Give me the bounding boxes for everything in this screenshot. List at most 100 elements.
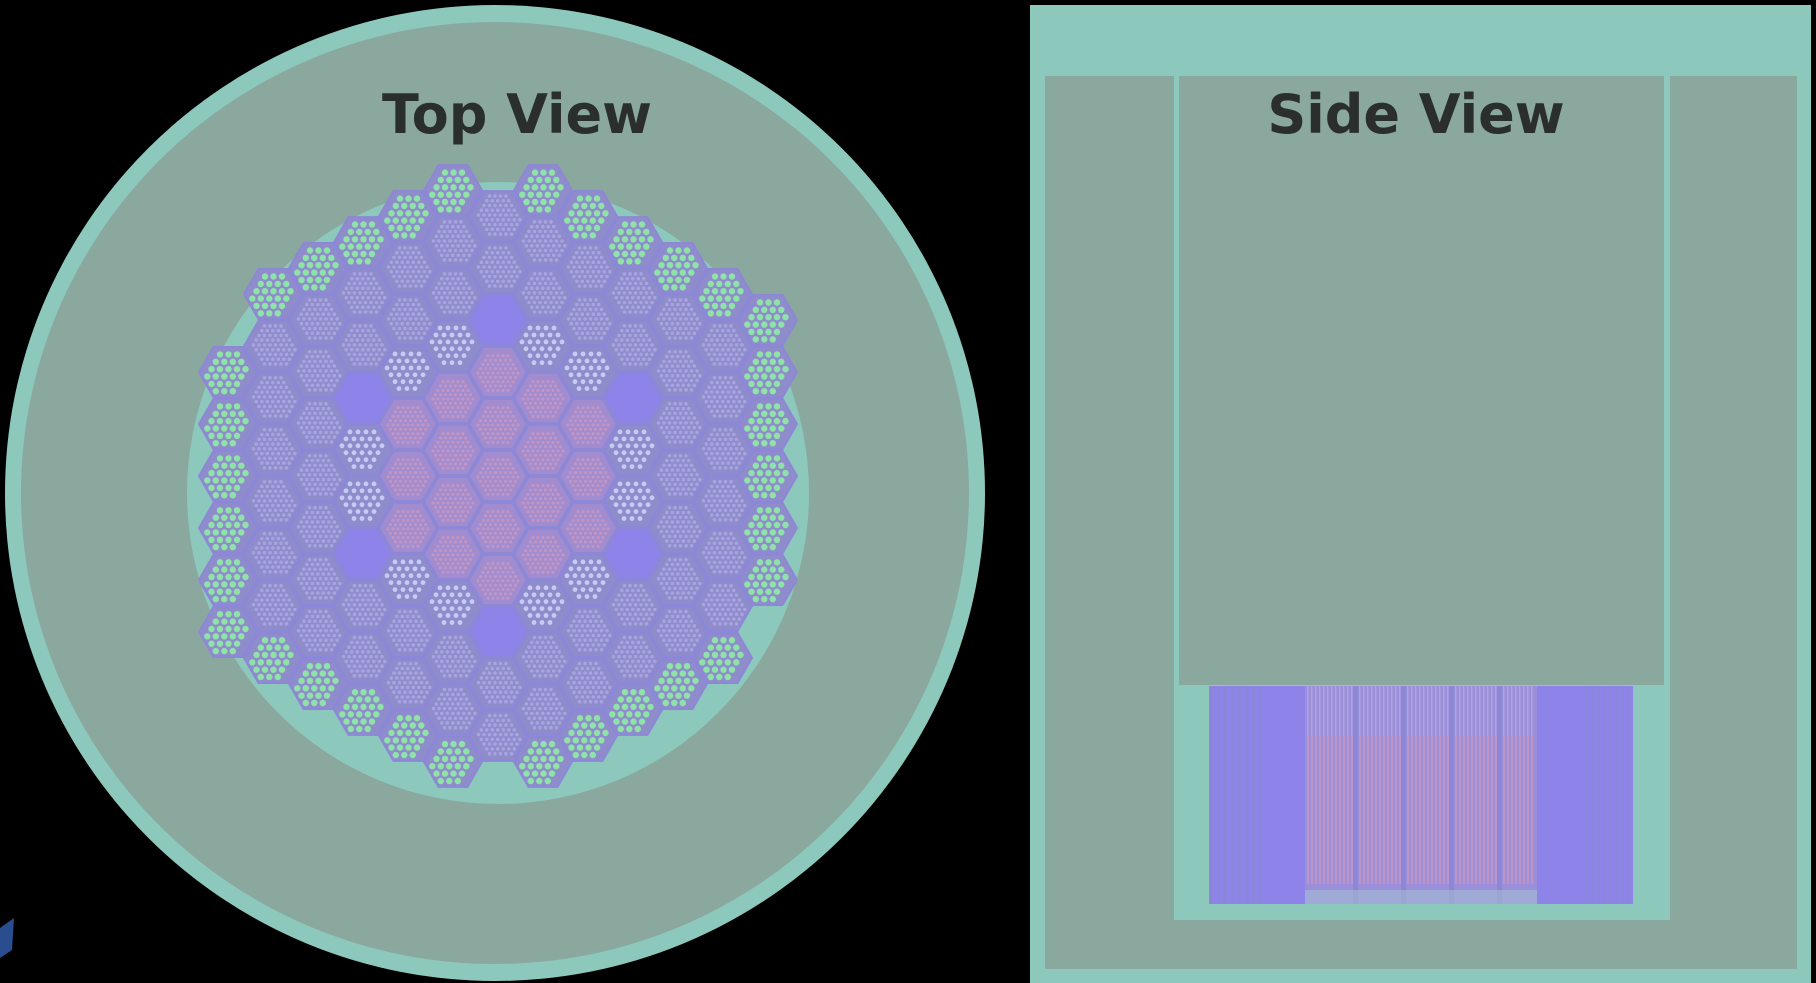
assembly <box>512 735 574 788</box>
assembly <box>422 320 484 373</box>
assembly <box>332 423 394 477</box>
side-stripe <box>1603 686 1606 904</box>
side-fuel-pin-top <box>1443 686 1445 736</box>
assembly <box>602 423 664 477</box>
assembly <box>332 320 394 373</box>
assembly <box>602 216 664 269</box>
side-fuel-pin-top <box>1379 686 1381 736</box>
side-fuel-pin <box>1503 736 1505 884</box>
side-fuel-pin-top <box>1463 686 1465 736</box>
side-fuel-pin <box>1447 736 1449 884</box>
side-fuel-pin <box>1423 736 1425 884</box>
side-view-panel <box>1030 5 1811 983</box>
assembly <box>737 553 799 606</box>
side-fuel-pin <box>1339 736 1341 884</box>
assembly <box>287 501 349 555</box>
side-fuel-pin <box>1343 736 1345 884</box>
assembly <box>647 294 709 347</box>
assembly <box>512 320 574 373</box>
side-fuel-pin-top <box>1455 686 1457 736</box>
side-fuel-pin <box>1515 736 1517 884</box>
assembly <box>557 553 619 606</box>
side-fuel-pin-top <box>1327 686 1329 736</box>
side-fuel-pin-top <box>1383 686 1385 736</box>
side-stripe <box>1238 686 1241 904</box>
side-fuel-pin-top <box>1307 686 1309 736</box>
side-fuel-pin <box>1415 736 1417 884</box>
assembly <box>332 631 394 684</box>
assembly <box>602 371 664 425</box>
assembly <box>692 371 754 425</box>
assembly <box>602 268 664 321</box>
assembly <box>467 242 529 295</box>
side-fuel-pin-top <box>1507 686 1509 736</box>
assembly <box>512 371 574 425</box>
side-stripe <box>1627 686 1630 904</box>
assembly <box>467 294 529 347</box>
assembly <box>512 475 574 529</box>
assembly <box>512 423 574 477</box>
side-fuel-pin-top <box>1523 686 1525 736</box>
assembly <box>512 164 574 217</box>
assembly <box>512 527 574 581</box>
assembly <box>557 346 619 399</box>
assembly <box>287 346 349 399</box>
assembly <box>422 164 484 217</box>
side-bottom-moderator <box>1045 920 1797 969</box>
side-stripe <box>1621 686 1624 904</box>
side-fuel-pin-top <box>1399 686 1401 736</box>
side-fuel-pin-top <box>1431 686 1433 736</box>
side-fuel-pin-top <box>1319 686 1321 736</box>
assembly <box>422 683 484 736</box>
side-assembly-gap <box>1401 686 1406 904</box>
assembly <box>242 371 304 425</box>
assembly <box>692 579 754 632</box>
side-fuel-pin-top <box>1359 686 1361 736</box>
side-fuel-pin <box>1359 736 1361 884</box>
assembly <box>242 475 304 529</box>
side-fuel-pin <box>1471 736 1473 884</box>
side-fuel-pin-top <box>1427 686 1429 736</box>
side-fuel-pin-top <box>1347 686 1349 736</box>
assembly <box>377 397 439 451</box>
side-fuel-pin <box>1495 736 1497 884</box>
assembly <box>197 346 259 399</box>
assembly <box>197 605 259 658</box>
side-fuel-pin <box>1319 736 1321 884</box>
side-assembly-gap <box>1449 686 1454 904</box>
side-fuel-pin-top <box>1315 686 1317 736</box>
side-fuel-pin <box>1335 736 1337 884</box>
assembly <box>602 320 664 373</box>
assembly <box>377 605 439 658</box>
side-bottom-band <box>1305 890 1537 904</box>
assembly <box>197 553 259 606</box>
assembly <box>512 268 574 321</box>
side-fuel-pin-top <box>1311 686 1313 736</box>
assembly <box>422 216 484 269</box>
assembly <box>467 346 529 399</box>
assembly <box>692 631 754 684</box>
assembly <box>377 709 439 762</box>
assembly <box>332 527 394 581</box>
assembly <box>422 268 484 321</box>
side-fuel-pin-top <box>1395 686 1397 736</box>
assembly <box>197 449 259 503</box>
side-fuel-pin-top <box>1411 686 1413 736</box>
assembly <box>242 423 304 477</box>
side-fuel-pin <box>1479 736 1481 884</box>
blue-shape-icon <box>0 918 14 958</box>
assembly <box>737 449 799 503</box>
side-fuel-pin-top <box>1439 686 1441 736</box>
side-fuel-pin <box>1391 736 1393 884</box>
assembly <box>377 657 439 710</box>
assembly <box>242 527 304 581</box>
side-fuel-pin <box>1419 736 1421 884</box>
assembly <box>557 605 619 658</box>
side-fuel-pin <box>1327 736 1329 884</box>
assembly <box>692 320 754 373</box>
side-fuel-pin <box>1435 736 1437 884</box>
side-block <box>1209 686 1305 904</box>
side-fuel-pin <box>1387 736 1389 884</box>
assembly <box>422 527 484 581</box>
